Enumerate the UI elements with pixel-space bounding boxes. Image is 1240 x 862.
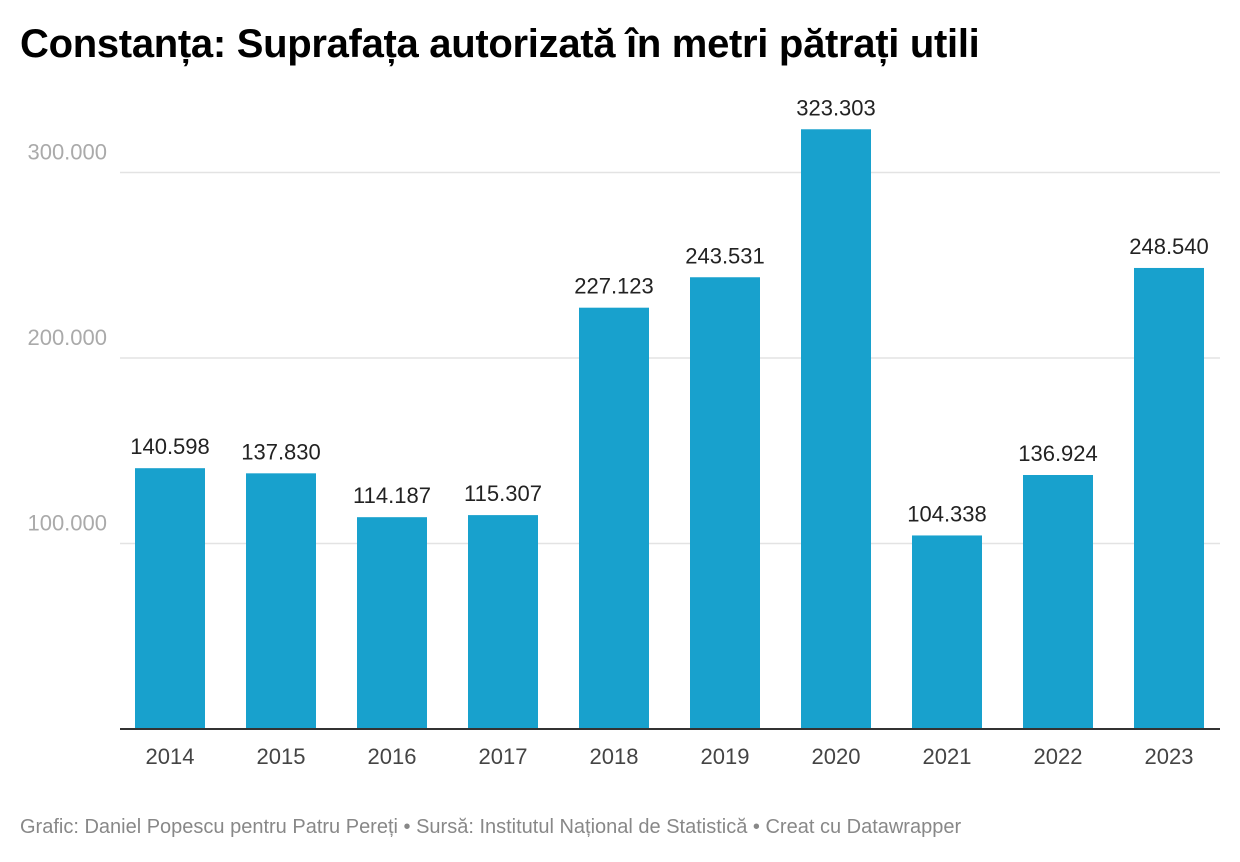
chart-footer: Grafic: Daniel Popescu pentru Patru Pere…	[20, 816, 962, 838]
chart-title: Constanța: Suprafața autorizată în metri…	[20, 22, 980, 66]
x-tick-label-2020: 2020	[812, 744, 861, 769]
value-label-2019: 243.531	[685, 243, 765, 268]
labels: 100.000 200.000 300.000 140.598 2014 137.830 2…	[27, 95, 1208, 769]
value-label-2023: 248.540	[1129, 234, 1209, 259]
x-tick-label-2021: 2021	[923, 744, 972, 769]
bar-2016	[357, 517, 427, 729]
bar-2023	[1134, 267, 1204, 729]
value-label-2015: 137.830	[241, 439, 321, 464]
x-tick-label-2015: 2015	[257, 744, 306, 769]
bar-2020	[801, 129, 871, 729]
bar-2022	[1023, 475, 1093, 729]
bars	[135, 129, 1204, 729]
y-tick-label: 300.000	[27, 140, 107, 165]
value-label-2022: 136.924	[1018, 441, 1098, 466]
x-tick-label-2018: 2018	[590, 744, 639, 769]
value-label-2020: 323.303	[796, 95, 876, 120]
bar-2014	[135, 468, 205, 729]
bar-2021	[912, 535, 982, 729]
x-tick-label-2016: 2016	[368, 744, 417, 769]
x-tick-label-2022: 2022	[1034, 744, 1083, 769]
y-tick-label: 200.000	[27, 325, 107, 350]
value-label-2018: 227.123	[574, 274, 654, 299]
bar-2019	[690, 277, 760, 729]
value-label-2016: 114.187	[353, 483, 431, 508]
x-tick-label-2017: 2017	[479, 744, 528, 769]
bar-2017	[468, 515, 538, 729]
value-label-2017: 115.307	[464, 481, 542, 506]
value-label-2014: 140.598	[130, 434, 210, 459]
value-label-2021: 104.338	[907, 501, 987, 526]
x-tick-label-2023: 2023	[1145, 744, 1194, 769]
bar-chart: 100.000 200.000 300.000 140.598 2014 137.830 2…	[27, 95, 1220, 769]
x-tick-label-2019: 2019	[701, 744, 750, 769]
y-tick-label: 100.000	[27, 511, 107, 536]
bar-2015	[246, 473, 316, 729]
bar-2018	[579, 307, 649, 729]
x-tick-label-2014: 2014	[146, 744, 195, 769]
